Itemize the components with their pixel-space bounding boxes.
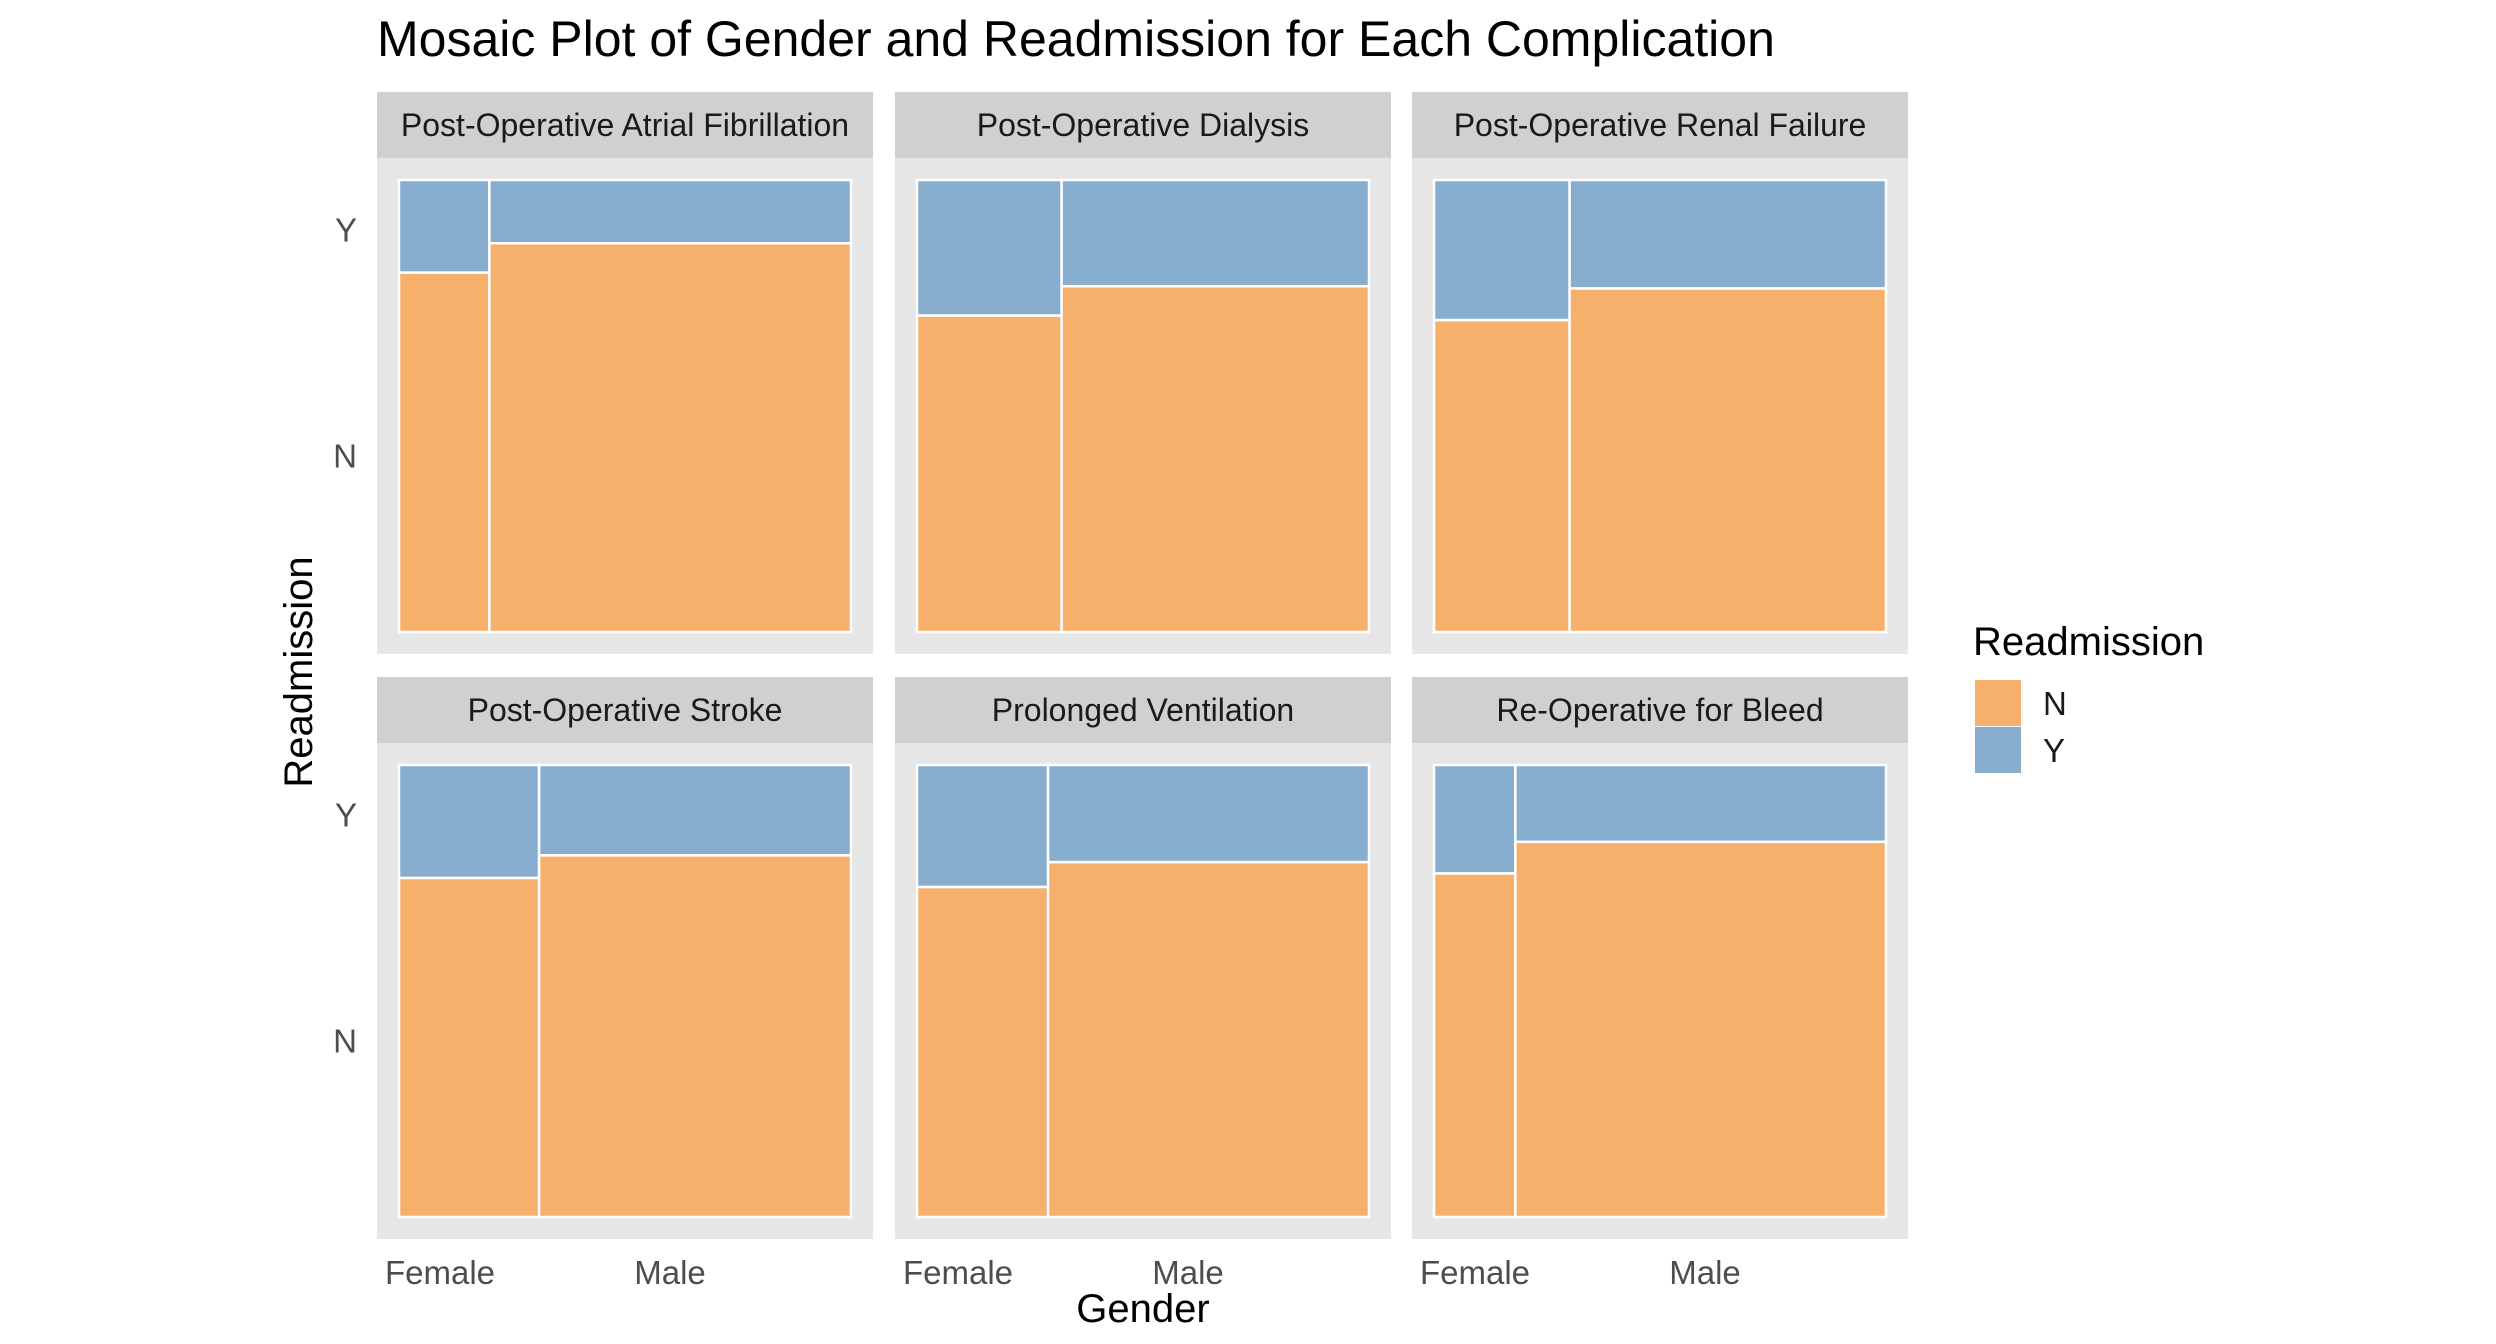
facet-strip: [1412, 92, 1908, 158]
legend-key-n: [1975, 680, 2021, 726]
x-tick-label: Male: [1152, 1254, 1224, 1291]
facet-panel: Post-Operative Atrial Fibrillation Y N: [333, 92, 873, 654]
mosaic-tile-female-n: [1432, 318, 1571, 634]
facet-strip-label: Prolonged Ventilation: [992, 692, 1294, 728]
mosaic-tile-female-n: [397, 271, 491, 634]
mosaic-tile-male-y: [1046, 763, 1371, 864]
facet-strip-label: Post-Operative Stroke: [468, 692, 783, 728]
facet-strip: [895, 677, 1391, 743]
chart-title: Mosaic Plot of Gender and Readmission fo…: [377, 11, 1775, 67]
facet-strip-label: Post-Operative Atrial Fibrillation: [401, 107, 849, 143]
x-tick-label: Male: [634, 1254, 706, 1291]
mosaic-tile-female-y: [397, 178, 491, 274]
mosaic-tile-female-n: [915, 314, 1063, 634]
x-tick-label: Male: [1669, 1254, 1741, 1291]
facet-strip: [377, 92, 873, 158]
y-tick-label: Y: [335, 212, 357, 249]
facet-strip-label: Re-Operative for Bleed: [1496, 692, 1823, 728]
y-tick-label: N: [333, 1023, 357, 1060]
legend-key-y: [1975, 727, 2021, 773]
y-tick-label: Y: [335, 797, 357, 834]
legend-label: N: [2043, 685, 2067, 722]
mosaic-tile-male-y: [488, 178, 853, 245]
mosaic-tile-male-y: [1514, 763, 1888, 844]
mosaic-tile-female-y: [397, 763, 541, 880]
mosaic-tile-female-n: [397, 876, 541, 1219]
mosaic-tile-male-y: [1060, 178, 1371, 288]
x-tick-label: Female: [385, 1254, 495, 1291]
facet-panels: Post-Operative Atrial FibrillationYNPost…: [333, 92, 1908, 1291]
facet-panel: Post-Operative Renal Failure: [1412, 92, 1908, 654]
mosaic-tile-female-y: [915, 763, 1050, 889]
mosaic-tile-female-y: [1432, 763, 1517, 875]
facet-panel: Re-Operative for Bleed Female Male: [1412, 677, 1908, 1291]
facet-panel: Prolonged Ventilation Female Male: [895, 677, 1391, 1291]
mosaic-tile-female-n: [1432, 872, 1517, 1219]
mosaic-tile-male-y: [537, 763, 853, 857]
mosaic-tile-male-n: [1046, 860, 1371, 1219]
x-tick-label: Female: [1420, 1254, 1530, 1291]
mosaic-tile-female-y: [1432, 178, 1571, 322]
facet-panel: Post-Operative Dialysis: [895, 92, 1391, 654]
x-tick-label: Female: [903, 1254, 1013, 1291]
facet-strip: [1412, 677, 1908, 743]
legend: Readmission NY: [1973, 620, 2204, 773]
mosaic-tile-male-n: [1568, 287, 1888, 634]
mosaic-tile-male-n: [488, 242, 853, 634]
legend-label: Y: [2043, 732, 2065, 769]
facet-strip-label: Post-Operative Renal Failure: [1454, 107, 1867, 143]
mosaic-tile-male-n: [1060, 284, 1371, 634]
mosaic-tile-female-n: [915, 885, 1050, 1219]
mosaic-tile-female-y: [915, 178, 1063, 317]
mosaic-tile-male-n: [537, 854, 853, 1219]
x-axis-title: Gender: [1076, 1287, 1209, 1331]
facet-strip-label: Post-Operative Dialysis: [977, 107, 1310, 143]
mosaic-tile-male-n: [1514, 840, 1888, 1219]
facet-panel: Post-Operative Stroke Y N Female Male: [333, 677, 873, 1291]
mosaic-tile-male-y: [1568, 178, 1888, 290]
y-tick-label: N: [333, 438, 357, 475]
facet-strip: [377, 677, 873, 743]
facet-strip: [895, 92, 1391, 158]
legend-title: Readmission: [1973, 620, 2204, 664]
y-axis-title: Readmission: [277, 556, 321, 787]
